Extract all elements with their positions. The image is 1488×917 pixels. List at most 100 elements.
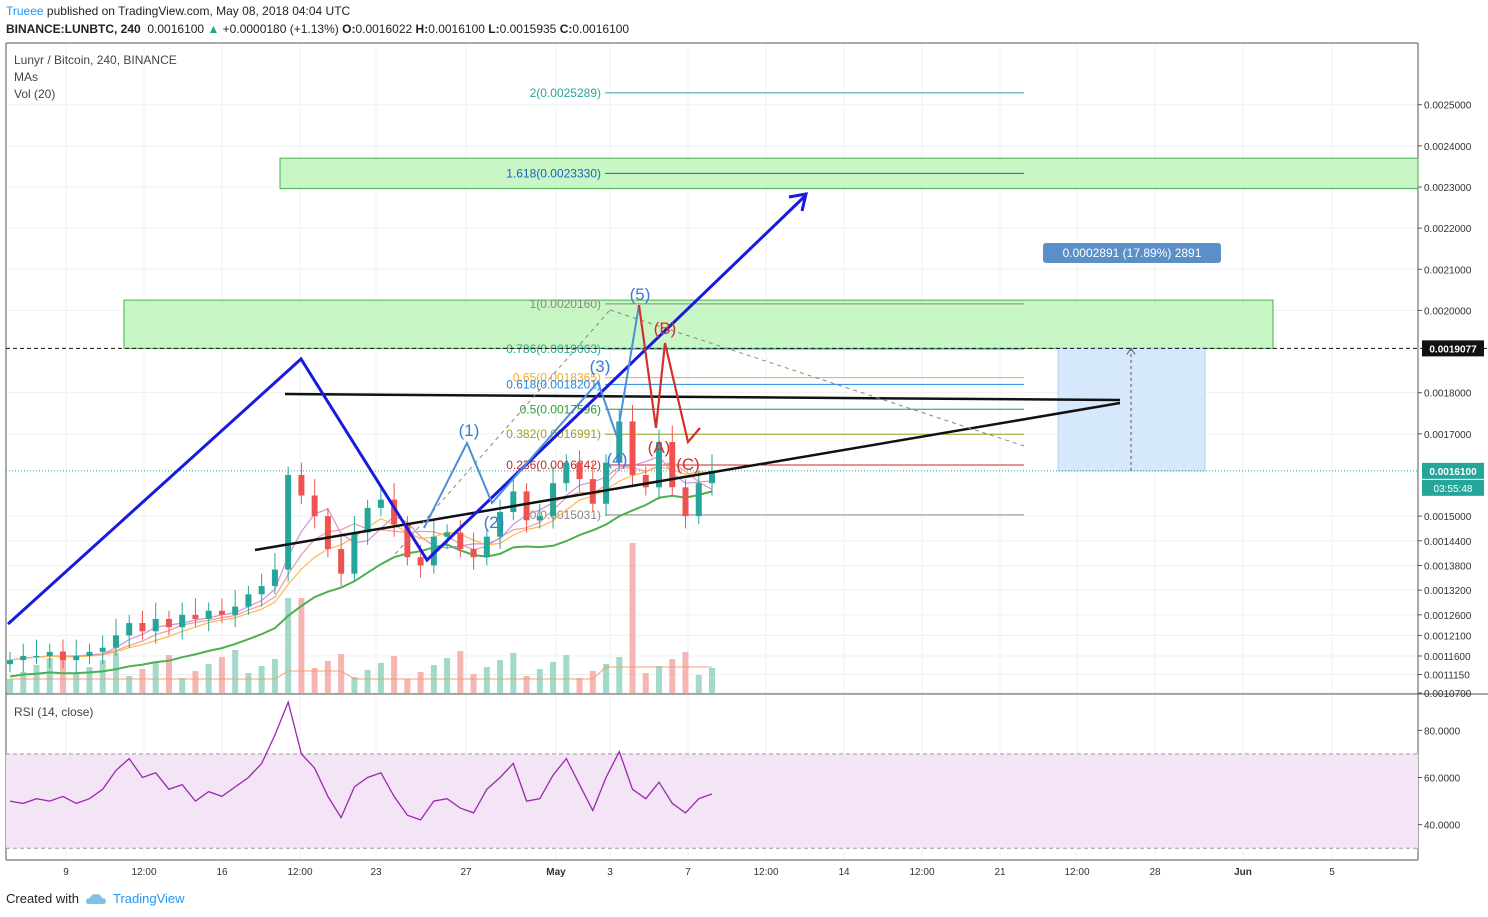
volume-bar <box>324 661 331 693</box>
open-label: O: <box>342 22 356 36</box>
volume-bar <box>695 675 702 693</box>
price-tick-label: 0.0010700 <box>1424 689 1472 700</box>
candle-body <box>232 606 239 615</box>
fib-top-dashed <box>609 309 1025 447</box>
volume-bar <box>536 669 543 693</box>
wave-label: (4) <box>607 450 628 469</box>
price-tick-label: 0.0013200 <box>1424 586 1472 597</box>
price-tick-label: 0.0015000 <box>1424 512 1472 523</box>
time-tick-label: 5 <box>1329 867 1335 878</box>
candle-body <box>417 557 424 566</box>
ma-legend[interactable]: MAs <box>14 70 38 84</box>
candle-body <box>139 623 146 632</box>
volume-bar <box>603 664 610 693</box>
open-value: 0.0016022 <box>355 22 413 36</box>
volume-bar <box>338 654 345 693</box>
published-text: published on TradingView.com, May 08, 20… <box>46 4 351 18</box>
volume-bar <box>152 662 159 693</box>
volume-bar <box>470 674 477 693</box>
resistance-trendline <box>284 392 1121 402</box>
candle-body <box>616 421 623 463</box>
low-label: L: <box>488 22 500 36</box>
tradingview-link[interactable]: TradingView <box>112 891 185 906</box>
candle-body <box>192 614 199 619</box>
time-tick-label: 7 <box>685 867 691 878</box>
volume-bar <box>271 659 278 693</box>
candle-body <box>338 549 345 574</box>
volume-bar <box>642 673 649 693</box>
volume-bar <box>563 655 570 693</box>
volume-bar <box>245 673 252 693</box>
time-tick-label: 28 <box>1149 867 1161 878</box>
time-tick-label: 14 <box>838 867 850 878</box>
candle-body <box>642 474 649 488</box>
volume-bar <box>112 653 119 693</box>
volume-bar <box>629 543 636 693</box>
time-tick-label: 21 <box>994 867 1006 878</box>
wave-label: (5) <box>630 285 651 304</box>
candle-body <box>483 536 490 558</box>
price-tick-label: 0.0018000 <box>1424 389 1472 400</box>
fib-level-label: 1.618(0.0023330) <box>506 166 601 180</box>
low-value: 0.0015935 <box>499 22 557 36</box>
rsi-legend[interactable]: RSI (14, close) <box>14 705 94 719</box>
time-tick-label: 12:00 <box>131 867 156 878</box>
fib-level-label: 0.382(0.0016991) <box>506 427 601 441</box>
volume-bar <box>391 656 398 693</box>
close-label: C: <box>559 22 573 36</box>
candle-body <box>603 462 610 504</box>
volume-bar <box>523 676 530 693</box>
candle-body <box>99 647 106 652</box>
candle-body <box>311 495 318 517</box>
measure-arrowhead-icon <box>1126 347 1136 355</box>
volume-ma-line <box>10 666 712 680</box>
volume-bar <box>510 653 517 693</box>
volume-bar <box>589 671 596 693</box>
candle-body <box>258 586 265 595</box>
volume-bar <box>192 671 199 693</box>
candle-body <box>695 483 702 517</box>
candle-body <box>179 614 186 628</box>
price-tick-label: 0.0012600 <box>1424 611 1472 622</box>
price-tick-label: 0.0017000 <box>1424 430 1472 441</box>
wave-arrowhead-icon <box>788 192 808 212</box>
volume-bar <box>139 669 146 693</box>
volume-bar <box>709 668 715 693</box>
wave-label: (2) <box>484 513 505 532</box>
candle-body <box>656 442 663 488</box>
publish-info: Trueee published on TradingView.com, May… <box>6 4 350 18</box>
volume-bar <box>616 657 623 693</box>
volume-bar <box>285 598 292 693</box>
price-tick-label: 0.0011600 <box>1424 652 1471 663</box>
support-trendline <box>254 401 1121 552</box>
candle-body <box>709 470 715 484</box>
correction-label: (C) <box>676 455 700 474</box>
rsi-band <box>6 753 1418 849</box>
chart-title[interactable]: Lunyr / Bitcoin, 240, BINANCE <box>14 53 177 67</box>
candle-body <box>629 421 636 475</box>
volume-bar <box>179 678 186 693</box>
volume-legend[interactable]: Vol (20) <box>14 87 56 101</box>
candle-body <box>576 462 583 480</box>
volume-bar <box>404 679 411 693</box>
wave-label: (3) <box>590 357 611 376</box>
candle-body <box>218 610 225 615</box>
candle-body <box>682 487 689 517</box>
volume-bar <box>232 650 239 693</box>
price-tick-label: 0.0022000 <box>1424 224 1472 235</box>
volume-bar <box>46 658 53 693</box>
last-price: 0.0016100 <box>147 22 205 36</box>
correction-wave-line <box>637 304 701 445</box>
volume-bar <box>656 666 663 693</box>
candle-body <box>46 651 53 656</box>
volume-bar <box>576 678 583 693</box>
correction-label: (B) <box>654 319 677 338</box>
close-value: 0.0016100 <box>572 22 630 36</box>
price-tick-label: 0.0024000 <box>1424 142 1472 153</box>
author-link[interactable]: Trueee <box>6 4 44 18</box>
candle-body <box>351 532 358 574</box>
volume-bar <box>682 652 689 693</box>
volume-bar <box>311 668 318 693</box>
price-tick-label: 0.0025000 <box>1424 101 1472 112</box>
